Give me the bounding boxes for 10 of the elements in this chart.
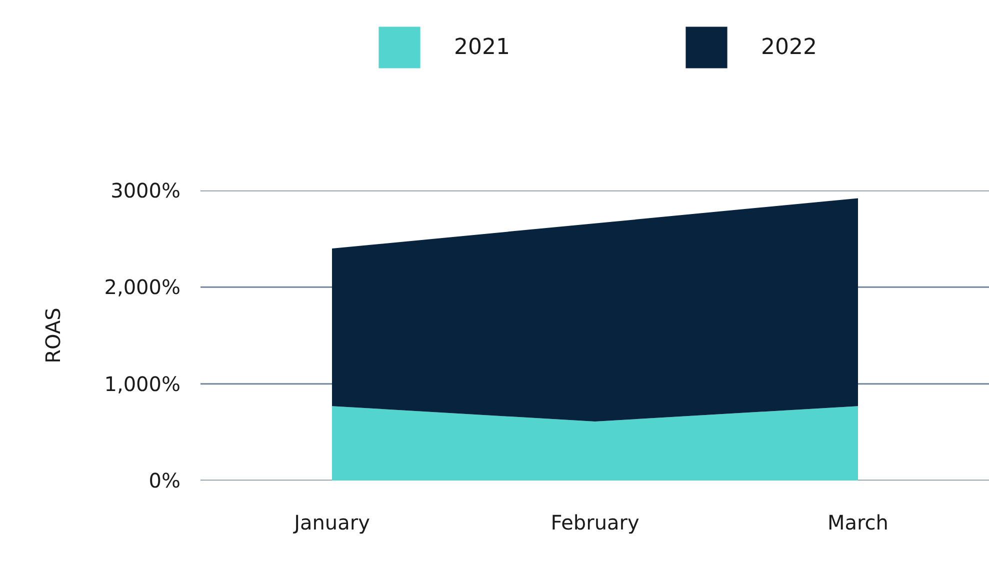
legend-label: 2021	[454, 34, 510, 62]
y-tick-label: 3000%	[110, 178, 181, 202]
x-tick-label: February	[550, 510, 640, 534]
y-axis-title: ROAS	[41, 308, 66, 364]
y-tick-label: 0%	[148, 468, 181, 492]
y-tick-label: 1,000%	[104, 372, 181, 396]
x-tick-label: March	[828, 510, 888, 534]
y-tick-label: 2,000%	[104, 275, 181, 300]
legend-label: 2022	[761, 34, 817, 62]
x-tick-label: January	[292, 510, 370, 534]
